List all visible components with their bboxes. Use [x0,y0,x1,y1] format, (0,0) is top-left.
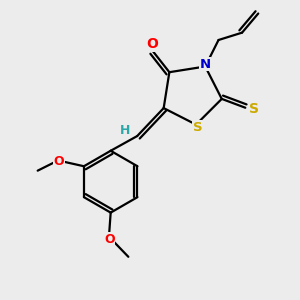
Text: S: S [249,102,259,116]
Text: O: O [104,232,115,246]
Text: N: N [200,58,211,71]
Text: S: S [193,121,202,134]
Text: H: H [120,124,130,137]
Text: O: O [146,37,158,51]
Text: O: O [54,155,64,168]
